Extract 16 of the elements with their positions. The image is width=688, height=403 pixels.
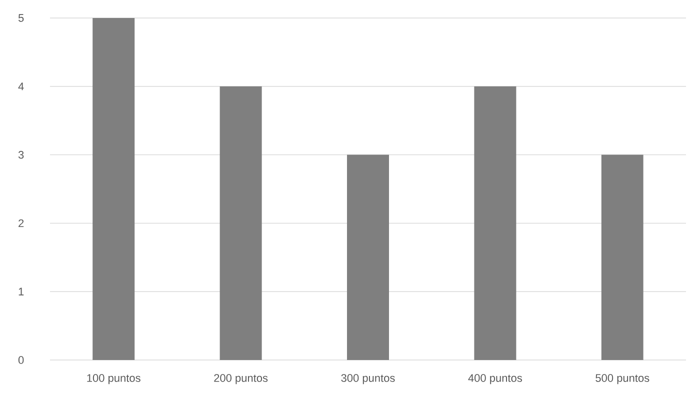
- y-tick-label: 5: [18, 14, 24, 22]
- bar: [92, 18, 135, 360]
- y-tick-label: 0: [18, 356, 24, 364]
- y-tick-label: 4: [18, 82, 24, 90]
- bar: [347, 154, 389, 360]
- y-tick-label: 1: [18, 288, 24, 296]
- x-tick-label: 500 puntos: [596, 374, 650, 384]
- bar: [474, 86, 516, 360]
- x-tick-label: 300 puntos: [341, 374, 395, 384]
- x-tick-label: 200 puntos: [214, 374, 268, 384]
- x-tick-label: 100 puntos: [87, 374, 140, 384]
- x-tick-label: 400 puntos: [468, 374, 522, 384]
- y-tick-label: 2: [18, 219, 24, 228]
- bar: [601, 154, 644, 360]
- y-tick-label: 3: [18, 150, 24, 159]
- bar: [220, 86, 262, 360]
